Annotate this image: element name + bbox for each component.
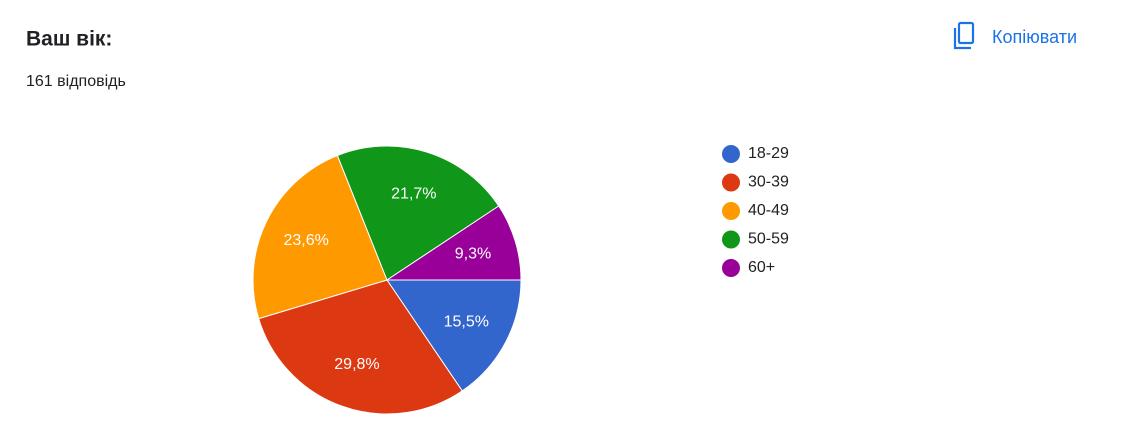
copy-icon — [953, 28, 971, 50]
legend-swatch — [722, 145, 740, 163]
legend-swatch — [722, 173, 740, 192]
legend-swatch — [722, 230, 740, 249]
chart-subtitle: 161 відповідь — [26, 73, 126, 90]
legend-swatch — [722, 259, 740, 277]
legend-label: 50-59 — [748, 231, 789, 248]
legend-label: 40-49 — [748, 202, 789, 219]
legend-label: 18-29 — [748, 145, 789, 162]
slice-label: 9,3% — [455, 245, 491, 262]
chart-title: Ваш вік: — [26, 28, 112, 51]
slice-label: 29,8% — [334, 356, 379, 373]
copy-button-label[interactable]: Копіювати — [992, 27, 1077, 47]
slice-label: 21,7% — [391, 186, 436, 203]
legend-label: 30-39 — [748, 174, 789, 191]
pie-slice — [336, 145, 500, 281]
legend-swatch — [722, 202, 740, 220]
pie-slice — [386, 279, 522, 392]
copy-icon — [957, 21, 975, 45]
pie-slice — [385, 205, 522, 281]
slice-label: 15,5% — [444, 313, 489, 330]
slice-label: 23,6% — [283, 232, 328, 249]
legend-label: 60+ — [748, 259, 775, 276]
pie-slice — [258, 279, 463, 415]
copy-button[interactable]: Копіювати — [940, 18, 1110, 58]
copy-button-bg[interactable] — [940, 18, 1110, 58]
